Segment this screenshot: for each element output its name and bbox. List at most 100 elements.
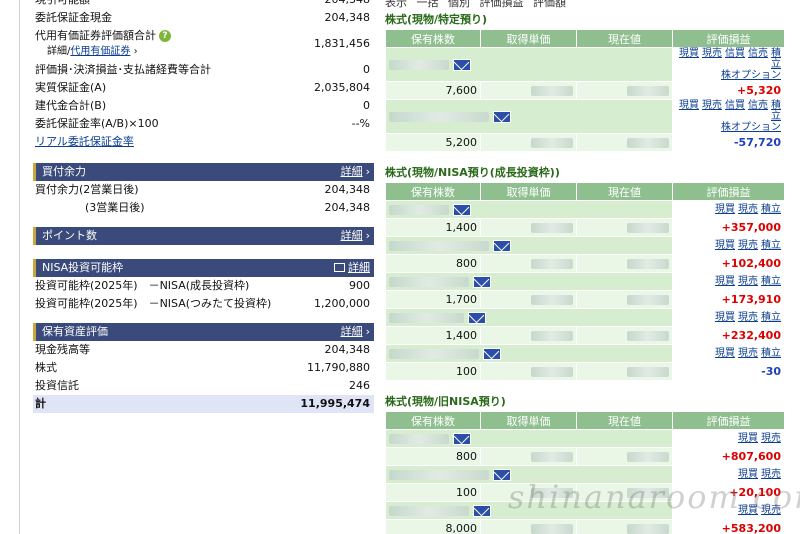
stock-name-cell[interactable] [385, 47, 673, 82]
points-detail-link[interactable]: 詳細 › [341, 227, 370, 245]
margin-securities-link[interactable]: 代用有価証券 [70, 46, 131, 57]
trade-action-link[interactable]: 現売 [702, 48, 722, 59]
trade-action-link[interactable]: 現買 [715, 348, 735, 359]
stock-name-cell[interactable] [385, 501, 673, 520]
mail-icon[interactable] [468, 312, 486, 324]
mail-icon[interactable] [473, 505, 491, 517]
holding-name-row: 現買 現売 [385, 429, 785, 448]
stock-option-link[interactable]: 株オプション [721, 70, 781, 81]
trade-action-link[interactable]: 信買 [725, 100, 745, 111]
redacted-value [627, 452, 669, 462]
trade-action-link[interactable]: 現売 [738, 348, 758, 359]
redacted-value [531, 488, 573, 498]
redacted-value [627, 86, 669, 96]
trade-action-link[interactable]: 現買 [738, 505, 758, 516]
stock-name-cell[interactable] [385, 99, 673, 134]
trade-action-link[interactable]: 信売 [748, 48, 768, 59]
trade-action-link[interactable]: 現買 [738, 469, 758, 480]
trade-action-link[interactable]: 現売 [761, 469, 781, 480]
holding-name-row: 現買 現売 信買 信売 積立 株オプション [385, 47, 785, 82]
mail-icon[interactable] [493, 469, 511, 481]
column-header: 保有株数 [385, 29, 481, 48]
trade-action-link[interactable]: 積立 [761, 204, 781, 215]
mail-icon[interactable] [493, 240, 511, 252]
stock-option-link[interactable]: 株オプション [721, 122, 781, 133]
summary-row: 買付余力(2営業日後) 204,348 [35, 183, 370, 196]
mail-icon[interactable] [453, 204, 471, 216]
trade-actions: 現買 現売 積立 [672, 236, 785, 255]
trade-action-link[interactable]: 現買 [715, 312, 735, 323]
mail-icon[interactable] [453, 433, 471, 445]
nisa-detail-link[interactable]: 詳細 [334, 259, 370, 277]
current-price [576, 447, 673, 466]
redacted-value [531, 259, 573, 269]
acquisition-price [480, 290, 577, 309]
trade-action-link[interactable]: 信売 [748, 100, 768, 111]
trade-action-link[interactable]: 現売 [761, 433, 781, 444]
stock-name-cell[interactable] [385, 236, 673, 255]
section-title: 株式(現物/特定預り) [385, 13, 488, 26]
summary-row: 評価損･決済損益･支払諸経費等合計 0 [35, 63, 370, 76]
trade-action-link[interactable]: 現売 [761, 505, 781, 516]
holding-value-row: 800 +807,600 [385, 447, 785, 466]
nav-valuation[interactable]: 評価額 [533, 0, 566, 9]
column-header: 取得単価 [480, 29, 577, 48]
trade-action-link[interactable]: 現買 [679, 48, 699, 59]
redacted-value [627, 259, 669, 269]
trade-action-link[interactable]: 現買 [738, 433, 758, 444]
stock-name-cell[interactable] [385, 429, 673, 448]
column-header: 評価損益 [672, 182, 785, 201]
trade-action-link[interactable]: 現買 [715, 204, 735, 215]
stock-name-cell[interactable] [385, 308, 673, 327]
buying-power-detail-link[interactable]: 詳細 › [341, 163, 370, 181]
trade-actions: 現買 現売 積立 [672, 272, 785, 291]
trade-actions: 現買 現売 信買 信売 積立 株オプション [672, 99, 785, 134]
shares-held: 800 [385, 254, 481, 273]
redacted-value [627, 488, 669, 498]
trade-action-link[interactable]: 積立 [771, 100, 781, 122]
nav-pl[interactable]: 評価損益 [479, 0, 524, 9]
acquisition-price [480, 447, 577, 466]
holding-name-row: 現買 現売 積立 [385, 272, 785, 291]
redacted-value [627, 295, 669, 305]
trade-action-link[interactable]: 現売 [738, 240, 758, 251]
mail-icon[interactable] [493, 111, 511, 123]
redacted-value [531, 331, 573, 341]
column-header: 保有株数 [385, 182, 481, 201]
mail-icon[interactable] [483, 348, 501, 360]
mail-icon[interactable] [453, 59, 471, 71]
realtime-margin-rate-link[interactable]: リアル委託保証金率 [35, 135, 134, 148]
trade-action-link[interactable]: 積立 [761, 312, 781, 323]
chevron-right-icon: › [365, 325, 370, 338]
nav-individual[interactable]: 個別 [448, 0, 470, 9]
acquisition-price [480, 81, 577, 100]
trade-action-link[interactable]: 現売 [738, 312, 758, 323]
trade-action-link[interactable]: 積立 [761, 240, 781, 251]
nav-display[interactable]: 表示 [385, 0, 407, 9]
trade-action-link[interactable]: 積立 [761, 276, 781, 287]
asset-detail-link[interactable]: 詳細 › [341, 323, 370, 341]
watermark: shinanaroom.com [508, 478, 800, 516]
trade-action-link[interactable]: 信買 [725, 48, 745, 59]
trade-action-link[interactable]: 現売 [738, 204, 758, 215]
help-icon[interactable]: ? [159, 30, 171, 42]
unrealized-pl: +357,000 [672, 218, 785, 237]
trade-action-link[interactable]: 現売 [738, 276, 758, 287]
mail-icon[interactable] [473, 276, 491, 288]
trade-action-link[interactable]: 現買 [679, 100, 699, 111]
trade-action-link[interactable]: 現売 [702, 100, 722, 111]
current-price [576, 133, 673, 152]
column-header: 現在値 [576, 411, 673, 430]
column-header: 評価損益 [672, 411, 785, 430]
shares-held: 1,400 [385, 218, 481, 237]
nav-bulk[interactable]: 一括 [416, 0, 439, 9]
trade-action-link[interactable]: 積立 [761, 348, 781, 359]
stock-name-cell[interactable] [385, 344, 673, 363]
buying-power-header: 買付余力 詳細 › [33, 163, 374, 181]
unrealized-pl: -57,720 [672, 133, 785, 152]
stock-name-cell[interactable] [385, 272, 673, 291]
trade-action-link[interactable]: 積立 [771, 48, 781, 70]
trade-action-link[interactable]: 現買 [715, 240, 735, 251]
trade-action-link[interactable]: 現買 [715, 276, 735, 287]
stock-name-cell[interactable] [385, 200, 673, 219]
